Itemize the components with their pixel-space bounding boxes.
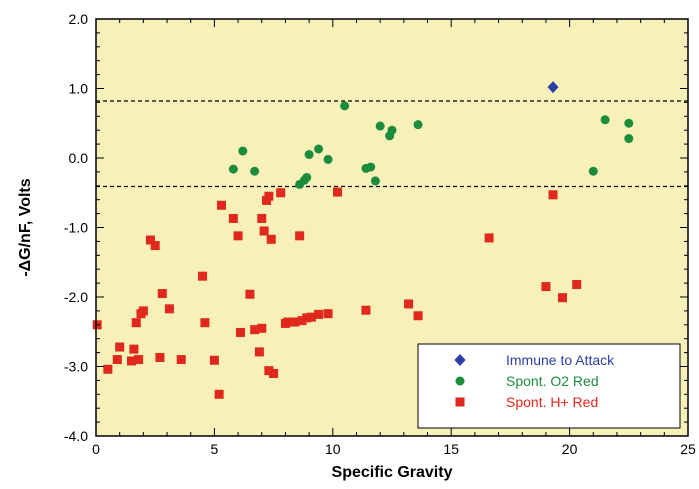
data-point <box>297 316 307 326</box>
data-point <box>387 125 397 135</box>
data-point <box>257 323 267 333</box>
data-point <box>548 190 558 200</box>
data-point <box>484 233 494 243</box>
data-point <box>323 154 333 164</box>
data-point <box>290 317 300 327</box>
data-point <box>370 176 380 186</box>
data-point <box>366 162 376 172</box>
data-point <box>131 318 141 328</box>
data-point <box>200 318 210 328</box>
data-point <box>314 144 324 154</box>
x-tick-label: 5 <box>211 441 219 457</box>
y-tick-label: -1.0 <box>64 220 88 236</box>
data-point <box>600 115 610 125</box>
x-axis-ticks: 0 5 10 15 20 25 <box>92 19 696 457</box>
data-point <box>112 355 122 365</box>
data-point <box>295 231 305 241</box>
x-tick-label: 10 <box>325 441 341 457</box>
y-axis-title: -ΔG/nF, Volts <box>17 178 34 276</box>
data-point <box>340 101 350 111</box>
y-tick-label: -4.0 <box>64 428 88 444</box>
data-point <box>276 188 286 198</box>
data-points <box>92 81 634 399</box>
data-point <box>547 81 559 94</box>
data-point <box>150 241 160 251</box>
legend-label: Immune to Attack <box>506 352 615 368</box>
data-point <box>375 121 385 131</box>
data-point <box>413 311 423 321</box>
legend-marker <box>454 354 466 366</box>
legend-marker <box>455 397 465 407</box>
data-point <box>103 364 113 374</box>
data-point <box>129 344 139 354</box>
data-point <box>588 166 598 176</box>
data-point <box>306 312 316 322</box>
data-point <box>134 355 144 365</box>
data-point <box>304 150 314 160</box>
data-point <box>228 164 238 174</box>
data-point <box>209 355 219 365</box>
data-point <box>624 118 634 128</box>
data-point <box>250 325 260 335</box>
data-point <box>413 120 423 130</box>
data-point <box>624 134 634 144</box>
data-point <box>250 166 260 176</box>
data-point <box>157 289 167 299</box>
data-point <box>217 200 227 210</box>
data-point <box>302 313 312 323</box>
reference-lines <box>96 100 688 188</box>
data-point <box>302 172 312 182</box>
legend: Immune to Attack Spont. O2 Red Spont. H+ R… <box>417 343 681 429</box>
data-point <box>283 317 293 327</box>
data-point <box>115 342 125 352</box>
data-point <box>198 271 208 281</box>
data-point <box>314 309 324 319</box>
data-point <box>333 187 343 197</box>
y-tick-label: -3.0 <box>64 359 88 375</box>
data-point <box>323 309 333 319</box>
data-point <box>164 304 174 314</box>
data-point <box>214 389 224 399</box>
data-point <box>361 305 371 315</box>
data-point <box>257 213 267 223</box>
data-point <box>127 356 137 366</box>
data-point <box>264 366 274 376</box>
y-axis-ticks: 2.0 1.0 0.0 -1.0 -2.0 -3.0 -4.0 <box>64 11 688 444</box>
y-tick-label: -2.0 <box>64 289 88 305</box>
x-tick-label: 25 <box>680 441 696 457</box>
y-tick-label: 1.0 <box>69 81 89 97</box>
legend-marker <box>455 376 465 386</box>
data-point <box>138 306 148 316</box>
data-point <box>259 226 269 236</box>
data-point <box>572 279 582 289</box>
data-point <box>228 213 238 223</box>
data-point <box>404 299 414 309</box>
x-tick-label: 20 <box>562 441 578 457</box>
data-point <box>233 231 243 241</box>
data-point <box>235 327 245 337</box>
x-tick-label: 0 <box>92 441 100 457</box>
y-tick-label: 0.0 <box>69 150 89 166</box>
data-point <box>264 191 274 201</box>
data-point <box>557 293 567 303</box>
legend-label: Spont. O2 Red <box>506 373 599 389</box>
data-point <box>254 347 264 357</box>
data-point <box>145 235 155 245</box>
data-point <box>269 368 279 378</box>
data-point <box>176 355 186 365</box>
data-point <box>155 352 165 362</box>
x-axis-title: Specific Gravity <box>332 464 453 481</box>
legend-label: Spont. H+ Red <box>506 394 598 410</box>
y-tick-label: 2.0 <box>69 11 89 27</box>
data-point <box>245 289 255 299</box>
data-point <box>541 282 551 292</box>
x-tick-label: 15 <box>443 441 459 457</box>
data-point <box>266 234 276 244</box>
legend-items: Immune to Attack Spont. O2 Red Spont. H+ R… <box>454 352 615 410</box>
data-point <box>238 146 248 156</box>
